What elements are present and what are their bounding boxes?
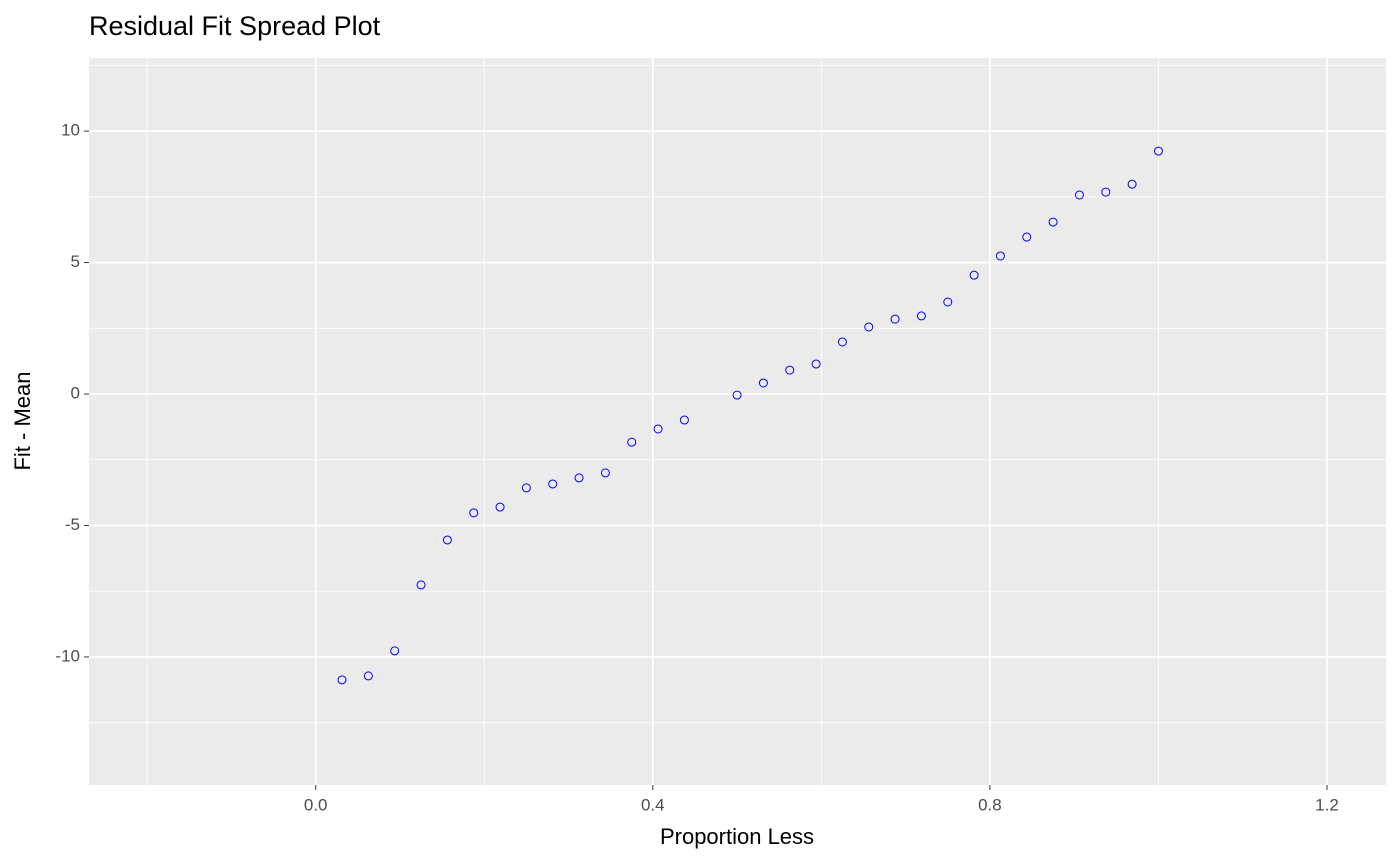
x-tick-label: 0.0 <box>304 795 328 814</box>
point <box>495 502 505 512</box>
y-tick-label: 5 <box>71 252 80 271</box>
point <box>1048 217 1058 227</box>
panel <box>89 58 1386 785</box>
x-tick-label: 1.2 <box>1315 795 1339 814</box>
point <box>811 359 821 369</box>
point <box>574 473 584 483</box>
point <box>337 675 347 685</box>
point <box>442 535 452 545</box>
point <box>548 479 558 489</box>
point <box>627 437 637 447</box>
point <box>521 483 531 493</box>
x-tick-label: 0.4 <box>641 795 665 814</box>
point <box>890 314 900 324</box>
point <box>943 297 953 307</box>
point <box>600 468 610 478</box>
y-tick-label: 0 <box>71 384 80 403</box>
grid <box>89 58 1386 785</box>
point <box>390 646 400 656</box>
point <box>995 251 1005 261</box>
point <box>1101 187 1111 197</box>
point <box>837 337 847 347</box>
y-axis-title: Fit - Mean <box>10 371 35 470</box>
point <box>363 671 373 681</box>
chart-title: Residual Fit Spread Plot <box>89 11 381 41</box>
point <box>1074 190 1084 200</box>
point <box>916 311 926 321</box>
point <box>469 508 479 518</box>
x-axis-title: Proportion Less <box>660 824 814 849</box>
y-tick-label: 10 <box>61 121 80 140</box>
point <box>679 415 689 425</box>
y-tick-label: -10 <box>55 646 80 665</box>
point <box>1153 146 1163 156</box>
point <box>416 580 426 590</box>
y-tick-label: -5 <box>65 515 80 534</box>
point <box>785 365 795 375</box>
point <box>758 378 768 388</box>
point <box>653 424 663 434</box>
point <box>864 322 874 332</box>
point <box>1022 232 1032 242</box>
x-tick-label: 0.8 <box>978 795 1002 814</box>
point <box>732 390 742 400</box>
point <box>1127 179 1137 189</box>
point <box>969 270 979 280</box>
